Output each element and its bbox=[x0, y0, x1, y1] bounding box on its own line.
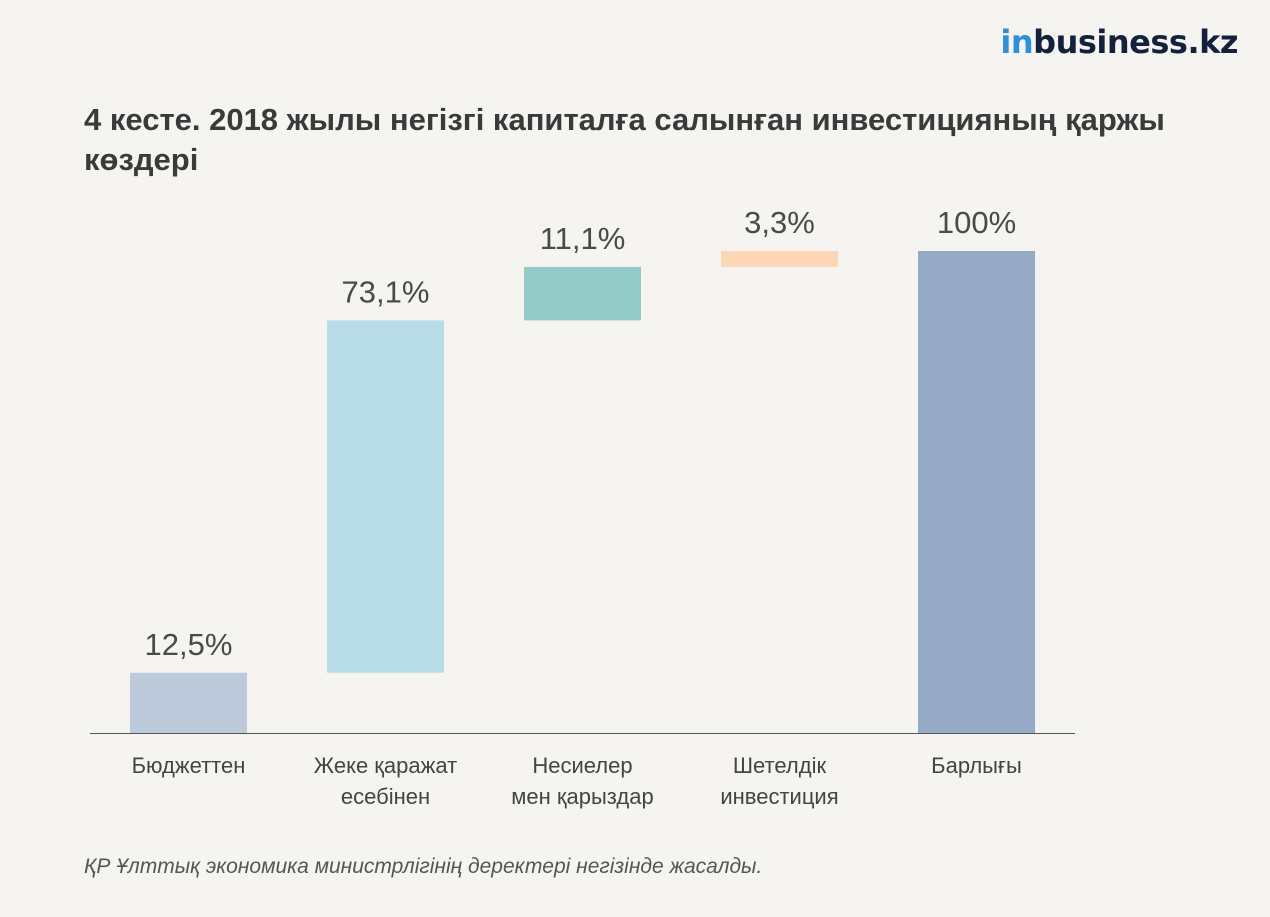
data-label-1: 12,5% bbox=[145, 627, 233, 662]
category-label-4-line-1: Шетелдік bbox=[733, 753, 827, 778]
bar-2 bbox=[327, 320, 444, 673]
bar-3 bbox=[524, 266, 641, 321]
data-label-2: 73,1% bbox=[342, 274, 430, 309]
data-label-3: 11,1% bbox=[540, 221, 626, 256]
data-label-5: 100% bbox=[937, 205, 1016, 240]
bar-5 bbox=[918, 251, 1035, 733]
category-label-4-line-2: инвестиция bbox=[720, 784, 838, 809]
waterfall-chart: 12,5% Бюджеттен 73,1% Жеке қаражат есебінен 1… bbox=[90, 205, 1075, 809]
brand-logo: inbusiness.kz bbox=[1000, 22, 1238, 62]
data-label-4: 3,3% bbox=[744, 205, 815, 240]
bar-1 bbox=[130, 672, 247, 733]
chart-title: 4 кесте. 2018 жылы негізгі капиталға сал… bbox=[84, 102, 1165, 177]
category-label-1-line-1: Бюджеттен bbox=[132, 753, 246, 778]
category-label-3-line-1: Несиелер bbox=[532, 753, 632, 778]
source-note: ҚР Ұлттық экономика министрлігінің дерек… bbox=[84, 855, 763, 878]
category-label-3-line-2: мен қарыздар bbox=[511, 784, 653, 809]
brand-logo-prefix: in bbox=[1000, 23, 1034, 61]
brand-logo-rest: business.kz bbox=[1033, 23, 1238, 61]
category-label-2-line-1: Жеке қаражат bbox=[314, 753, 457, 778]
category-label-2-line-2: есебінен bbox=[341, 784, 430, 809]
category-label-5-line-1: Барлығы bbox=[931, 753, 1022, 778]
bar-4 bbox=[721, 251, 838, 267]
